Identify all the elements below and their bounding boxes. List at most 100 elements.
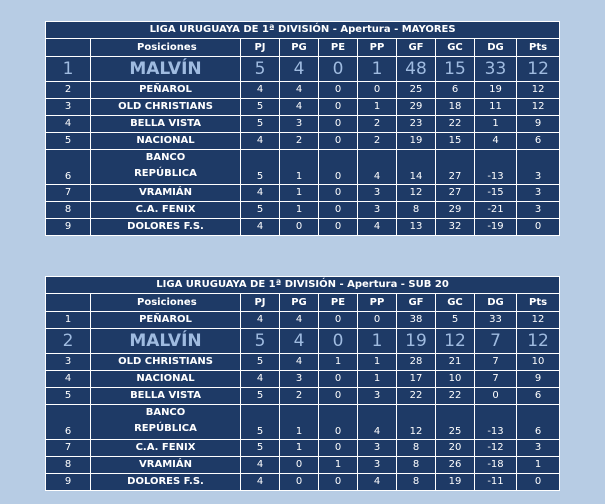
pj-cell: 4 bbox=[240, 81, 280, 99]
pe-cell: 0 bbox=[318, 370, 358, 388]
rank-cell: 7 bbox=[45, 439, 91, 457]
gf-cell: 8 bbox=[396, 439, 436, 457]
team-cell: BANCO REPÚBLICA bbox=[90, 404, 241, 440]
pj-cell: 5 bbox=[240, 115, 280, 133]
rank-cell: 3 bbox=[45, 353, 91, 371]
gc-cell: 32 bbox=[435, 218, 475, 236]
table-row: 8 C.A. FENIX 5 1 0 3 8 29 -21 3 bbox=[45, 201, 561, 219]
pts-cell: 12 bbox=[515, 311, 561, 329]
table-row: 7 C.A. FENIX 5 1 0 3 8 20 -12 3 bbox=[45, 439, 561, 457]
gc-cell: 20 bbox=[435, 439, 475, 457]
gf-cell: 8 bbox=[396, 201, 436, 219]
pg-cell: 1 bbox=[279, 184, 319, 202]
header-gc: GC bbox=[435, 293, 475, 312]
team-cell: BELLA VISTA bbox=[90, 115, 241, 133]
pp-cell: 0 bbox=[357, 81, 397, 99]
dg-cell: 19 bbox=[474, 81, 517, 99]
gf-cell: 8 bbox=[396, 473, 436, 491]
pp-cell: 3 bbox=[357, 439, 397, 457]
table-row: 3 OLD CHRISTIANS 5 4 0 1 29 18 11 12 bbox=[45, 98, 561, 116]
gf-cell: 17 bbox=[396, 370, 436, 388]
team-cell: VRAMIÁN bbox=[90, 184, 241, 202]
pj-cell: 4 bbox=[240, 311, 280, 329]
gc-cell: 6 bbox=[435, 81, 475, 99]
dg-cell: 7 bbox=[474, 370, 517, 388]
pe-cell: 0 bbox=[318, 81, 358, 99]
dg-cell: -11 bbox=[474, 473, 517, 491]
dg-cell: -15 bbox=[474, 184, 517, 202]
dg-cell: -19 bbox=[474, 218, 517, 236]
pp-cell: 1 bbox=[357, 370, 397, 388]
header-dg: DG bbox=[474, 293, 517, 312]
pg-cell: 1 bbox=[279, 201, 319, 219]
gc-cell: 25 bbox=[435, 404, 475, 440]
pp-cell: 2 bbox=[357, 132, 397, 150]
pe-cell: 0 bbox=[318, 149, 358, 185]
pts-cell: 3 bbox=[515, 201, 561, 219]
gf-cell: 19 bbox=[396, 328, 436, 354]
pg-cell: 4 bbox=[279, 311, 319, 329]
team-cell: VRAMIÁN bbox=[90, 456, 241, 474]
pj-cell: 4 bbox=[240, 132, 280, 150]
pts-cell: 3 bbox=[515, 439, 561, 457]
pe-cell: 1 bbox=[318, 456, 358, 474]
pp-cell: 2 bbox=[357, 115, 397, 133]
header-pp: PP bbox=[357, 293, 397, 312]
rank-cell: 1 bbox=[45, 311, 91, 329]
gf-cell: 19 bbox=[396, 132, 436, 150]
pe-cell: 0 bbox=[318, 56, 358, 82]
gc-cell: 15 bbox=[435, 56, 475, 82]
table-row: 7 VRAMIÁN 4 1 0 3 12 27 -15 3 bbox=[45, 184, 561, 202]
gf-cell: 38 bbox=[396, 311, 436, 329]
dg-cell: 0 bbox=[474, 387, 517, 405]
header-pts: Pts bbox=[515, 293, 561, 312]
dg-cell: 1 bbox=[474, 115, 517, 133]
pts-cell: 12 bbox=[515, 328, 561, 354]
pg-cell: 4 bbox=[279, 81, 319, 99]
header-gf: GF bbox=[396, 38, 436, 57]
pj-cell: 5 bbox=[240, 387, 280, 405]
pj-cell: 5 bbox=[240, 149, 280, 185]
rank-cell: 5 bbox=[45, 387, 91, 405]
gc-cell: 22 bbox=[435, 115, 475, 133]
pe-cell: 0 bbox=[318, 328, 358, 354]
table-row: 9 DOLORES F.S. 4 0 0 4 8 19 -11 0 bbox=[45, 473, 561, 491]
header-posiciones: Posiciones bbox=[90, 38, 241, 57]
header-pg: PG bbox=[279, 38, 319, 57]
table-title: LIGA URUGUAYA DE 1ª DIVISIÓN - Apertura … bbox=[44, 276, 561, 294]
table-row: 1 MALVÍN 5 4 0 1 48 15 33 12 bbox=[45, 56, 561, 82]
pe-cell: 0 bbox=[318, 132, 358, 150]
team-cell: MALVÍN bbox=[90, 56, 241, 82]
gf-cell: 13 bbox=[396, 218, 436, 236]
team-cell: C.A. FENIX bbox=[90, 201, 241, 219]
gc-cell: 27 bbox=[435, 184, 475, 202]
gc-cell: 22 bbox=[435, 387, 475, 405]
header-gc: GC bbox=[435, 38, 475, 57]
gc-cell: 19 bbox=[435, 473, 475, 491]
pe-cell: 0 bbox=[318, 184, 358, 202]
pe-cell: 0 bbox=[318, 115, 358, 133]
team-cell: DOLORES F.S. bbox=[90, 473, 241, 491]
table-title-row: LIGA URUGUAYA DE 1ª DIVISIÓN - Apertura … bbox=[44, 276, 561, 294]
pe-cell: 0 bbox=[318, 404, 358, 440]
pp-cell: 1 bbox=[357, 328, 397, 354]
team-cell: C.A. FENIX bbox=[90, 439, 241, 457]
rank-cell: 5 bbox=[45, 132, 91, 150]
rank-cell: 8 bbox=[45, 456, 91, 474]
rank-cell: 9 bbox=[45, 218, 91, 236]
pg-cell: 4 bbox=[279, 56, 319, 82]
pts-cell: 12 bbox=[515, 98, 561, 116]
pp-cell: 1 bbox=[357, 56, 397, 82]
pg-cell: 4 bbox=[279, 328, 319, 354]
gf-cell: 29 bbox=[396, 98, 436, 116]
rank-cell: 8 bbox=[45, 201, 91, 219]
pts-cell: 6 bbox=[515, 387, 561, 405]
dg-cell: 33 bbox=[474, 311, 517, 329]
pp-cell: 1 bbox=[357, 98, 397, 116]
rank-cell: 7 bbox=[45, 184, 91, 202]
table-title: LIGA URUGUAYA DE 1ª DIVISIÓN - Apertura … bbox=[44, 21, 561, 39]
pg-cell: 0 bbox=[279, 473, 319, 491]
header-rank bbox=[45, 38, 91, 57]
pj-cell: 4 bbox=[240, 218, 280, 236]
pts-cell: 3 bbox=[515, 184, 561, 202]
